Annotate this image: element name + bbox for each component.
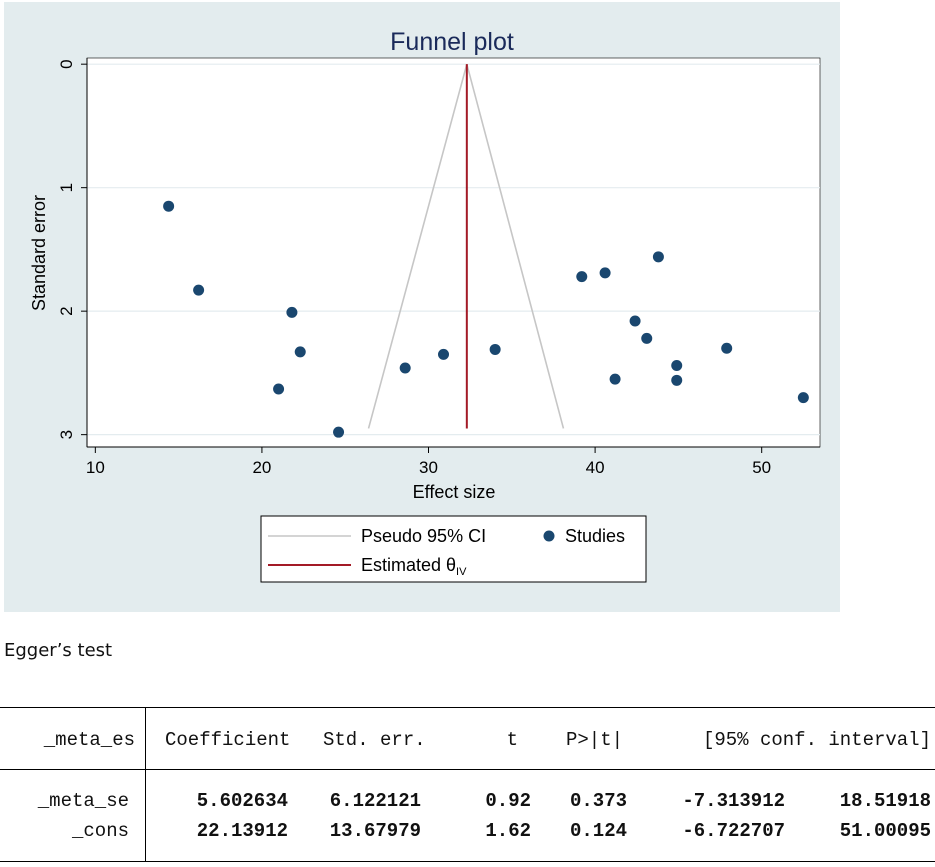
study-point	[671, 359, 683, 371]
y-tick-label: 2	[57, 306, 76, 315]
study-point	[671, 374, 683, 386]
eggers-test-title: Egger’s test	[4, 640, 113, 661]
legend: Pseudo 95% CI Studies Estimated θIV	[260, 515, 647, 583]
study-point	[576, 271, 588, 283]
table-header-rule	[0, 769, 935, 770]
study-point	[641, 332, 653, 344]
row-p-value: 0.373	[569, 790, 627, 812]
pseudo-ci-left-line	[367, 63, 468, 429]
header-t: t	[506, 729, 518, 751]
study-point	[294, 346, 306, 358]
row-t: 0.92	[485, 790, 531, 812]
study-point	[797, 392, 809, 404]
x-tick-label: 40	[586, 458, 605, 477]
study-point	[193, 284, 205, 296]
row-std-err: 13.67979	[329, 820, 421, 842]
study-point	[652, 251, 664, 263]
table-top-rule	[0, 707, 935, 708]
study-point	[286, 306, 298, 318]
study-points	[163, 200, 809, 438]
legend-theta-text: Estimated θ	[361, 555, 456, 575]
study-point	[163, 200, 175, 212]
axis-ticks: 0 1 2 3 10 20 30 40 50	[57, 59, 771, 477]
row-ci-upper: 51.00095	[839, 820, 931, 842]
header-std-err: Std. err.	[323, 729, 426, 751]
header-coefficient: Coefficient	[165, 729, 291, 751]
grid-lines	[87, 63, 820, 436]
plot-area	[86, 57, 821, 448]
row-t: 1.62	[485, 820, 531, 842]
study-point	[438, 348, 450, 360]
study-point	[599, 267, 611, 279]
row-label: _meta_se	[37, 790, 129, 812]
x-tick-label: 30	[419, 458, 438, 477]
axes	[86, 58, 820, 448]
study-point	[629, 315, 641, 327]
row-ci-upper: 18.51918	[839, 790, 931, 812]
funnel-plot-figure: Funnel plot 0 1 2 3 10 20 30 40 50 Effect size S…	[4, 2, 840, 612]
y-axis-label: Standard error	[29, 195, 49, 311]
legend-theta-subscript: IV	[456, 566, 467, 578]
row-std-err: 6.122121	[329, 790, 421, 812]
row-coefficient: 5.602634	[196, 790, 288, 812]
row-ci-lower: -7.313912	[682, 790, 785, 812]
legend-box	[260, 515, 647, 583]
pseudo-ci-right-line	[466, 63, 565, 429]
row-coefficient: 22.13912	[196, 820, 288, 842]
legend-ci-label: Pseudo 95% CI	[361, 526, 486, 546]
header-meta-es: _meta_es	[43, 729, 135, 751]
x-tick-label: 50	[752, 458, 771, 477]
row-p-value: 0.124	[569, 820, 627, 842]
y-tick-label: 1	[57, 183, 76, 192]
table-column-divider	[145, 707, 146, 862]
row-ci-lower: -6.722707	[682, 820, 785, 842]
legend-theta-label: Estimated θIV	[361, 555, 467, 578]
legend-studies-marker	[543, 530, 555, 542]
row-label: _cons	[71, 820, 129, 842]
table-bottom-rule	[0, 861, 935, 862]
study-point	[721, 342, 733, 354]
pseudo-ci-lines	[367, 63, 565, 429]
header-conf-interval: [95% conf. interval]	[702, 729, 931, 751]
y-tick-label: 0	[57, 59, 76, 68]
legend-studies-label: Studies	[565, 526, 625, 546]
eggers-test-table: _meta_es Coefficient Std. err. t P>|t| […	[0, 707, 935, 862]
header-p-value: P>|t|	[566, 729, 624, 751]
study-point	[609, 373, 621, 385]
study-point	[489, 343, 501, 355]
study-point	[399, 362, 411, 374]
x-axis-label: Effect size	[413, 482, 496, 502]
study-point	[273, 383, 285, 395]
chart-title: Funnel plot	[390, 28, 514, 56]
y-tick-label: 3	[57, 430, 76, 439]
study-point	[333, 426, 345, 438]
x-tick-label: 20	[252, 458, 271, 477]
x-tick-label: 10	[86, 458, 105, 477]
